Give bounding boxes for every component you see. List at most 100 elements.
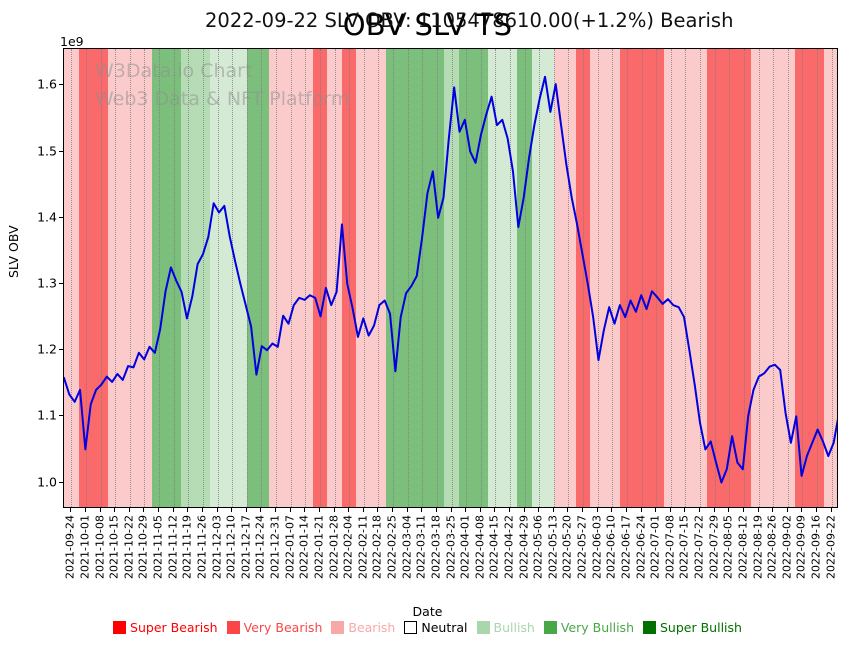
x-tick-mark xyxy=(596,508,598,512)
x-tick-mark xyxy=(640,508,642,512)
gridline xyxy=(407,49,409,507)
gridline xyxy=(246,49,248,507)
x-tick-label: 2022-01-28 xyxy=(327,515,341,579)
x-tick-label: 2022-09-02 xyxy=(780,515,794,579)
legend-item-super-bullish[interactable]: Super Bullish xyxy=(643,620,742,635)
gridline xyxy=(144,49,146,507)
gridline xyxy=(583,49,585,507)
gridline xyxy=(334,49,336,507)
x-tick-mark xyxy=(84,508,86,512)
x-tick-label: 2022-05-13 xyxy=(546,515,560,579)
x-tick-mark xyxy=(582,508,584,512)
x-tick-label: 2021-12-03 xyxy=(210,515,224,579)
gridline xyxy=(115,49,117,507)
x-tick-mark xyxy=(479,508,481,512)
y-axis-offset-label: 1e9 xyxy=(60,34,84,49)
x-tick-mark xyxy=(128,508,130,512)
x-tick-label: 2022-02-25 xyxy=(385,515,399,579)
x-tick-mark xyxy=(348,508,350,512)
x-tick-label: 2021-10-29 xyxy=(136,515,150,579)
regime-band xyxy=(107,49,152,507)
x-tick-mark xyxy=(786,508,788,512)
gridline-layer xyxy=(64,49,837,507)
legend-item-super-bearish[interactable]: Super Bearish xyxy=(113,620,218,635)
y-tick-label: 1.4 xyxy=(37,209,57,225)
gridline xyxy=(773,49,775,507)
gridline xyxy=(290,49,292,507)
regime-band xyxy=(663,49,708,507)
gridline xyxy=(553,49,555,507)
x-tick-label: 2022-02-18 xyxy=(370,515,384,579)
regime-band xyxy=(553,49,576,507)
x-tick-mark xyxy=(655,508,657,512)
x-tick-label: 2022-08-26 xyxy=(765,515,779,579)
gridline xyxy=(305,49,307,507)
x-tick-mark xyxy=(260,508,262,512)
regime-band xyxy=(824,49,837,507)
gridline xyxy=(802,49,804,507)
x-tick-label: 2021-10-08 xyxy=(93,515,107,579)
regime-band xyxy=(341,49,357,507)
x-tick-label: 2022-07-08 xyxy=(663,515,677,579)
gridline xyxy=(261,49,263,507)
regime-band xyxy=(575,49,591,507)
gridline xyxy=(743,49,745,507)
gridline xyxy=(509,49,511,507)
page-title: OBV SLV TS xyxy=(342,8,513,42)
gridline xyxy=(539,49,541,507)
x-tick-label: 2021-12-24 xyxy=(253,515,267,579)
legend-label: Bearish xyxy=(348,620,396,635)
gridline xyxy=(597,49,599,507)
x-tick-mark xyxy=(421,508,423,512)
x-tick-mark xyxy=(231,508,233,512)
regime-band xyxy=(78,49,94,507)
x-tick-label: 2021-10-01 xyxy=(78,515,92,579)
legend-item-neutral[interactable]: Neutral xyxy=(404,620,468,635)
gridline xyxy=(378,49,380,507)
x-tick-mark xyxy=(757,508,759,512)
gridline xyxy=(85,49,87,507)
legend-label: Super Bearish xyxy=(130,620,218,635)
gridline xyxy=(393,49,394,507)
x-tick-label: 2022-03-18 xyxy=(429,515,443,579)
legend-item-bearish[interactable]: Bearish xyxy=(331,620,395,635)
x-tick-label: 2022-08-19 xyxy=(751,515,765,579)
regime-band xyxy=(356,49,386,507)
x-tick-label: 2022-05-20 xyxy=(560,515,574,579)
x-tick-label: 2022-09-16 xyxy=(809,515,823,579)
x-tick-mark xyxy=(669,508,671,512)
x-tick-label: 2022-08-05 xyxy=(721,515,735,579)
x-tick-mark xyxy=(114,508,116,512)
x-tick-mark xyxy=(713,508,715,512)
y-tick-label: 1.5 xyxy=(37,143,57,159)
regime-band xyxy=(246,49,269,507)
legend: Super Bearish Very Bearish Bearish Neutral B… xyxy=(0,620,855,635)
y-tick-mark xyxy=(59,481,63,483)
y-axis-title: SLV OBV xyxy=(6,225,21,278)
y-tick-label: 1.2 xyxy=(37,341,57,357)
x-tick-label: 2022-06-24 xyxy=(634,515,648,579)
x-tick-label: 2022-01-14 xyxy=(297,515,311,579)
gridline xyxy=(787,49,789,507)
x-tick-label: 2022-08-12 xyxy=(736,515,750,579)
legend-swatch-icon xyxy=(643,621,656,634)
gridline xyxy=(217,49,219,507)
gridline xyxy=(685,49,687,507)
x-tick-label: 2021-09-24 xyxy=(63,515,77,579)
legend-item-very-bearish[interactable]: Very Bearish xyxy=(226,620,323,635)
legend-label: Very Bearish xyxy=(243,620,323,635)
x-tick-label: 2022-06-03 xyxy=(590,515,604,579)
gridline xyxy=(670,49,672,507)
x-tick-label: 2021-12-10 xyxy=(224,515,238,579)
gridline xyxy=(159,49,161,507)
regime-band xyxy=(327,49,342,507)
x-tick-label: 2022-06-10 xyxy=(604,515,618,579)
x-tick-label: 2021-12-17 xyxy=(239,515,253,579)
gridline xyxy=(363,49,365,507)
legend-item-very-bullish[interactable]: Very Bullish xyxy=(543,620,634,635)
x-tick-mark xyxy=(538,508,540,512)
x-axis-title: Date xyxy=(412,604,443,619)
x-tick-label: 2022-02-04 xyxy=(341,515,355,579)
legend-item-bullish[interactable]: Bullish xyxy=(476,620,535,635)
y-tick-label: 1.1 xyxy=(37,407,57,423)
